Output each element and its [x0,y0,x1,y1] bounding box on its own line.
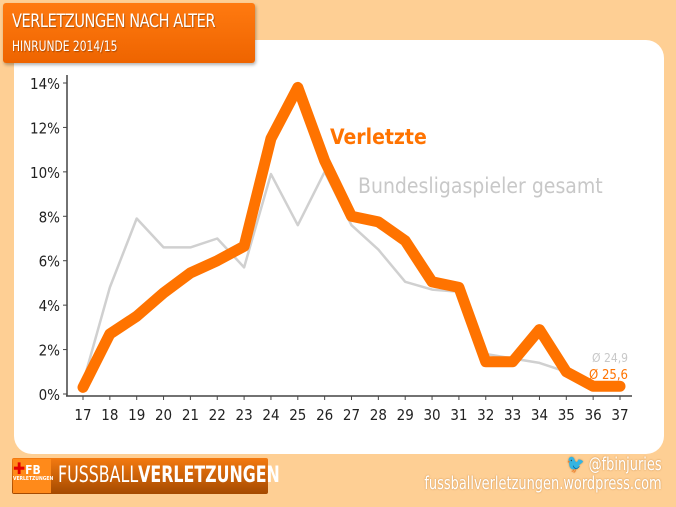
chart-title: VERLETZUNGEN NACH ALTER [12,10,216,32]
legend-label-gesamt: Bundesligaspieler gesamt [358,174,603,198]
x-tick-label: 32 [477,406,494,424]
y-tick-label: 6% [39,253,61,271]
avg-label-gesamt: Ø 24,9 [592,351,628,365]
x-tick-label: 22 [209,406,226,424]
twitter-icon: 🐦 [566,454,585,475]
x-tick-label: 35 [558,406,575,424]
logo-badge: ✚FB VERLETZUNGEN [13,459,53,493]
website-link[interactable]: fussballverletzungen.wordpress.com [424,473,662,494]
x-tick-label: 26 [316,406,333,424]
legend-label-verletzte: Verletzte [330,125,427,149]
chart-panel [14,40,664,454]
y-tick-label: 4% [39,297,61,315]
x-tick-label: 25 [289,406,306,424]
y-tick-label: 8% [39,208,61,226]
x-tick-label: 21 [182,406,199,424]
x-tick-label: 31 [450,406,467,424]
x-tick-label: 27 [343,406,360,424]
x-tick-label: 36 [585,406,602,424]
y-tick-label: 10% [30,164,60,182]
y-tick-label: 0% [39,386,61,404]
y-tick-label: 12% [30,119,60,137]
x-tick-label: 28 [370,406,387,424]
logo-text: FUSSBALLVERLETZUNGEN [58,463,280,488]
social-info: 🐦 @fbinjuries fussballverletzungen.wordp… [365,454,662,494]
x-tick-label: 20 [155,406,172,424]
x-tick-label: 34 [531,406,548,424]
x-tick-label: 24 [262,406,279,424]
y-tick-label: 14% [30,75,60,93]
x-tick-label: 37 [611,406,628,424]
twitter-handle[interactable]: @fbinjuries [588,454,662,475]
y-tick-label: 2% [39,342,61,360]
x-tick-label: 19 [128,406,145,424]
x-tick-label: 29 [397,406,414,424]
x-tick-label: 33 [504,406,521,424]
logo: ✚FB VERLETZUNGEN FUSSBALLVERLETZUNGEN [12,458,280,494]
x-tick-label: 30 [423,406,440,424]
chart-subtitle: HINRUNDE 2014/15 [12,39,118,55]
title-box: VERLETZUNGEN NACH ALTER HINRUNDE 2014/15 [3,3,255,63]
x-tick-label: 17 [74,406,91,424]
x-tick-label: 18 [101,406,118,424]
x-tick-label: 23 [236,406,253,424]
avg-label-verletzte: Ø 25,6 [589,368,628,383]
